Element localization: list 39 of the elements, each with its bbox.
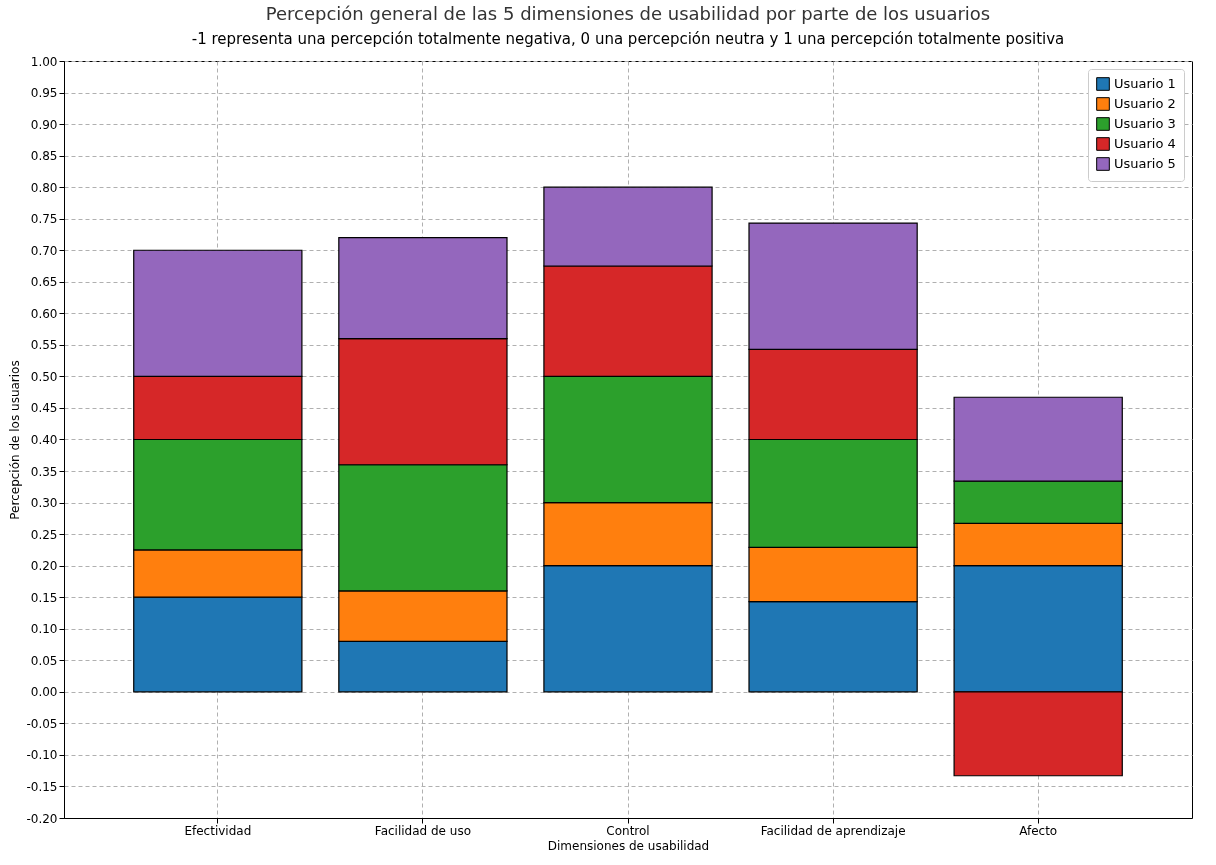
- y-tick-label: -0.15: [26, 779, 58, 794]
- y-tick-label: 0.25: [30, 527, 58, 542]
- y-tick-label: 0.80: [30, 180, 58, 195]
- y-tick-label: 0.95: [30, 86, 58, 101]
- y-tick-label: -0.10: [26, 748, 58, 763]
- x-tick-label: Afecto: [1019, 823, 1058, 838]
- chart-title: Percepción general de las 5 dimensiones de usabilidad por parte de los usuarios: [265, 3, 991, 24]
- y-tick-label: 0.05: [30, 653, 58, 668]
- y-tick-label: 0.45: [30, 401, 58, 416]
- y-tick-label: 0.00: [30, 685, 58, 700]
- y-tick-label: 0.30: [30, 496, 58, 511]
- y-tick-label: -0.05: [26, 716, 58, 731]
- y-tick-label: -0.20: [26, 811, 58, 826]
- y-tick-label: 0.40: [30, 433, 58, 447]
- y-tick-label: 0.50: [30, 369, 58, 384]
- legend-label: Usuario 3: [1114, 116, 1176, 131]
- y-tick-label: 1.00: [30, 54, 58, 69]
- legend-label: Usuario 2: [1114, 96, 1176, 111]
- x-tick-label: Control: [606, 823, 650, 838]
- y-tick-label: 0.65: [30, 275, 58, 290]
- legend-label: Usuario 5: [1114, 156, 1176, 171]
- y-tick-label: 0.35: [30, 464, 58, 479]
- y-tick-label: 0.15: [30, 590, 58, 605]
- y-tick-label: 0.70: [30, 243, 58, 258]
- y-tick-label: 0.20: [30, 559, 58, 574]
- y-tick-label: 0.75: [30, 212, 58, 227]
- x-tick-label: Efectividad: [184, 823, 252, 838]
- y-tick-label: 0.10: [30, 622, 58, 637]
- y-tick-label: 0.55: [30, 338, 58, 353]
- y-axis-title: Percepción de los usuarios: [8, 360, 23, 520]
- y-tick-label: 0.60: [30, 306, 58, 321]
- x-tick-label: Facilidad de uso: [374, 823, 471, 838]
- x-tick-label: Facilidad de aprendizaje: [760, 823, 906, 838]
- legend-label: Usuario 1: [1114, 76, 1176, 91]
- x-axis-title: Dimensiones de usabilidad: [547, 838, 710, 853]
- y-tick-label: 0.90: [30, 117, 58, 132]
- y-tick-label: 0.85: [30, 149, 58, 164]
- chart-subtitle: -1 representa una percepción totalmente negativa, 0 una percepción neutra y 1 una percepción totalmente positiva: [191, 30, 1065, 48]
- legend-label: Usuario 4: [1114, 136, 1176, 151]
